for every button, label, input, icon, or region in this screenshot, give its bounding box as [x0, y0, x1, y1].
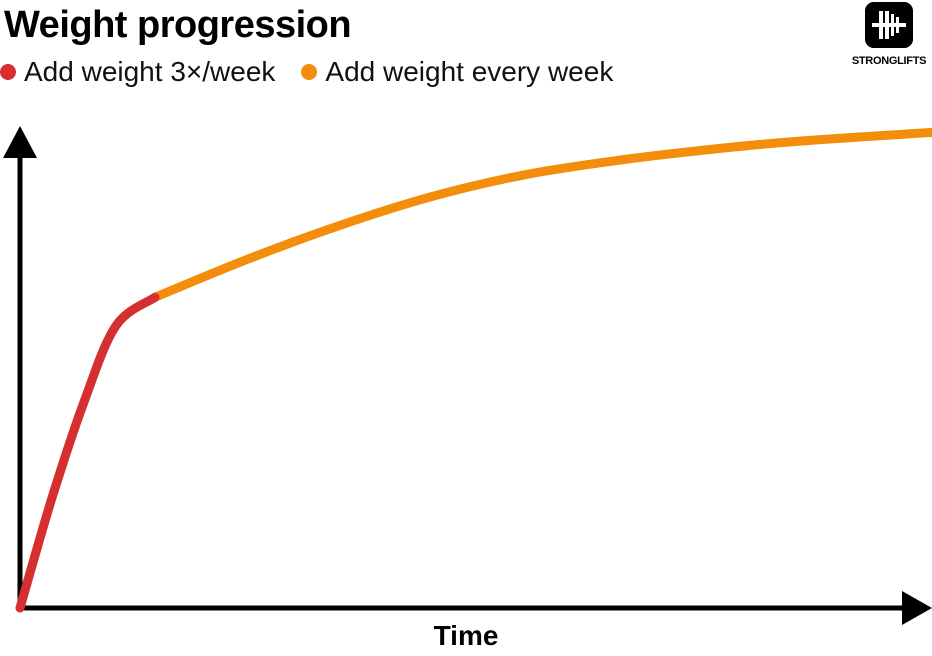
y-axis-arrow	[3, 126, 37, 158]
logo-text: STRONGLIFTS	[851, 55, 927, 67]
legend-marker-series-2	[301, 64, 318, 80]
chart-title: Weight progression	[4, 4, 352, 46]
barbell-plates-icon	[865, 2, 913, 48]
series-line-2	[150, 127, 932, 302]
x-axis-arrow	[902, 591, 932, 625]
legend-label-series-2: Add weight every week	[325, 56, 614, 87]
legend-marker-series-1	[0, 64, 16, 80]
x-axis-label: Time	[433, 620, 499, 651]
legend: Add weight 3×/week Add weight every week	[0, 56, 639, 88]
series-layer	[15, 127, 932, 613]
legend-item-series-1: Add weight 3×/week	[0, 56, 275, 88]
stronglifts-logo: STRONGLIFTS	[846, 2, 932, 67]
legend-item-series-2: Add weight every week	[301, 56, 613, 88]
legend-label-series-1: Add weight 3×/week	[24, 56, 276, 87]
series-line-1	[15, 292, 160, 613]
